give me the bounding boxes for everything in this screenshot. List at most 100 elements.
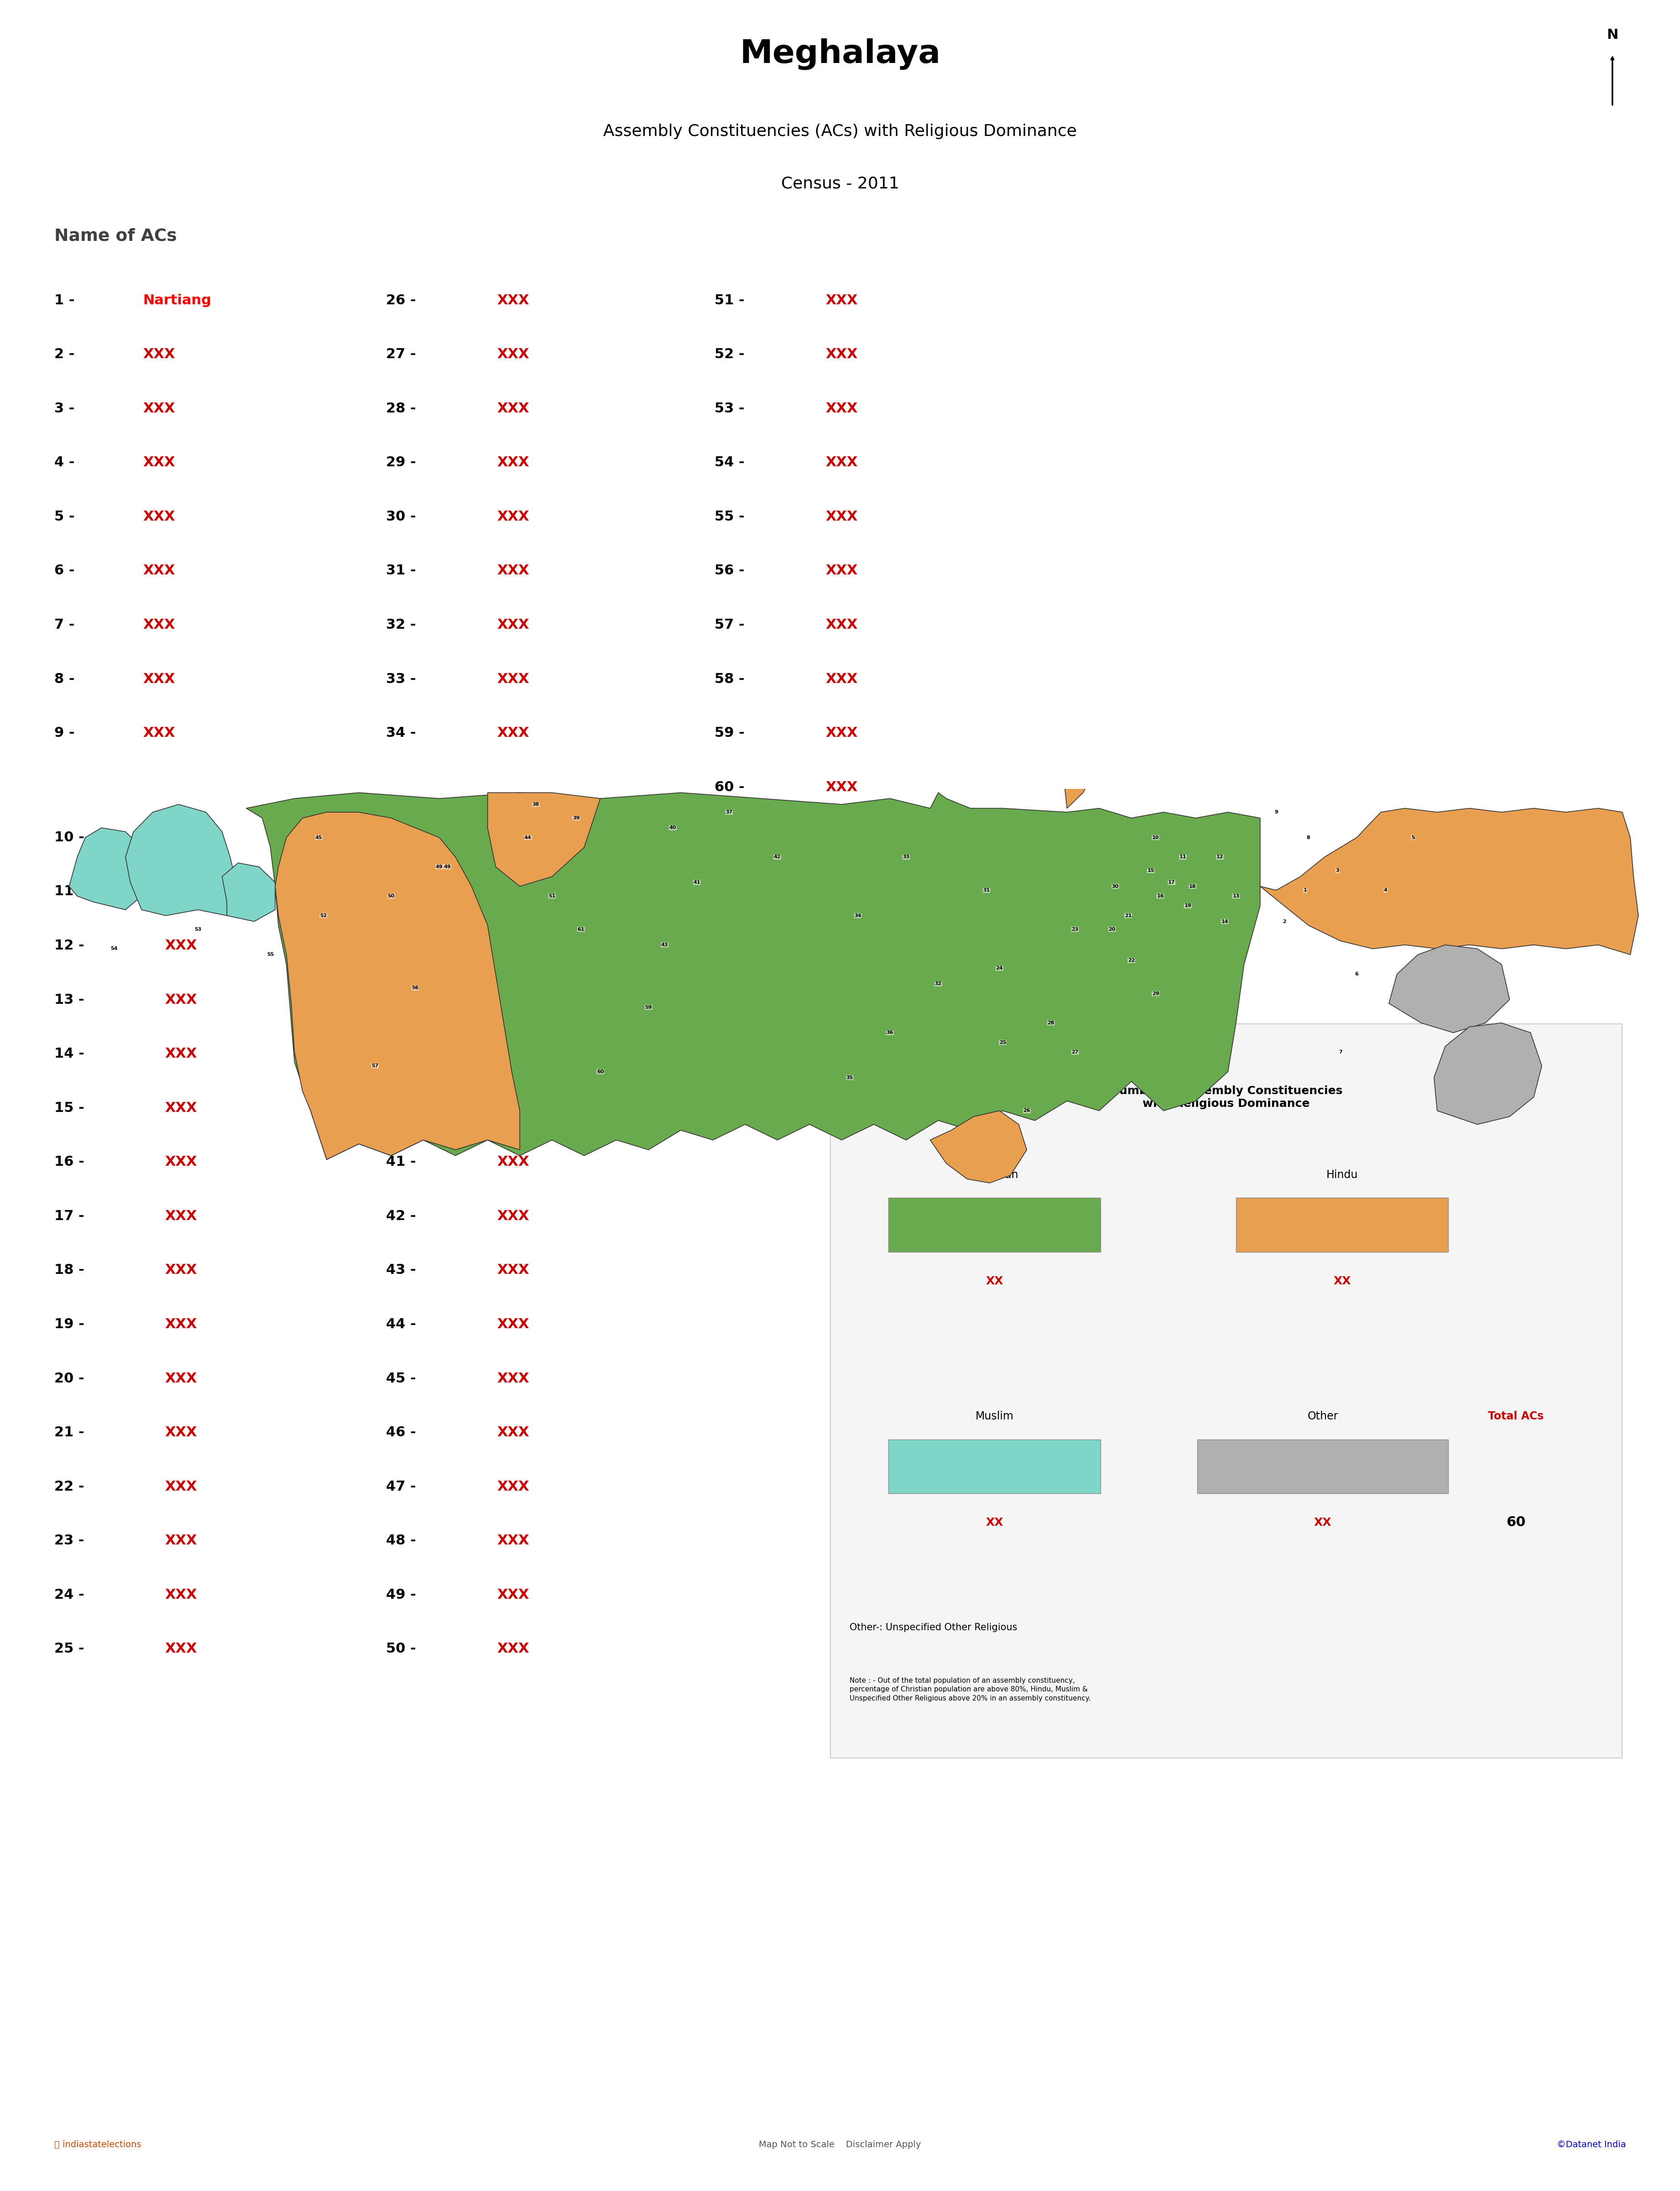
Text: XXX: XXX — [143, 456, 175, 469]
Text: 38 -: 38 - — [386, 993, 422, 1006]
Text: XXX: XXX — [165, 993, 197, 1006]
Text: XXX: XXX — [165, 1588, 197, 1602]
Text: XXX: XXX — [497, 993, 529, 1006]
Text: 34: 34 — [853, 914, 862, 918]
Text: 46 -: 46 - — [386, 1426, 422, 1439]
Text: XXX: XXX — [165, 1209, 197, 1223]
Text: XXX: XXX — [825, 511, 858, 524]
Text: 18 -: 18 - — [54, 1264, 89, 1277]
Text: Muslim: Muslim — [976, 1411, 1013, 1422]
Text: 49 -: 49 - — [386, 1588, 422, 1602]
Polygon shape — [247, 793, 1260, 1159]
Text: 6: 6 — [1354, 973, 1359, 977]
Text: 44: 44 — [524, 835, 531, 839]
Text: 1 -: 1 - — [54, 294, 79, 307]
Text: 14: 14 — [1221, 920, 1228, 925]
Text: 32: 32 — [934, 982, 942, 986]
Text: 39: 39 — [573, 815, 580, 819]
Text: 17: 17 — [1168, 881, 1174, 885]
Text: 51: 51 — [548, 894, 556, 898]
Text: XXX: XXX — [497, 1372, 529, 1385]
Text: 8 -: 8 - — [54, 673, 79, 686]
Text: 57 -: 57 - — [714, 618, 749, 631]
Text: 25: 25 — [1000, 1041, 1006, 1045]
Text: XXX: XXX — [165, 830, 197, 844]
Text: 12: 12 — [1216, 854, 1223, 859]
Text: 2: 2 — [1282, 920, 1287, 925]
Text: XXX: XXX — [825, 727, 858, 741]
Text: 44 -: 44 - — [386, 1317, 422, 1330]
Polygon shape — [931, 1111, 1026, 1183]
Text: 35: 35 — [847, 1076, 853, 1080]
Text: XXX: XXX — [143, 511, 175, 524]
Text: 45 -: 45 - — [386, 1372, 422, 1385]
Text: 61: 61 — [578, 927, 585, 931]
Text: 14 -: 14 - — [54, 1047, 89, 1060]
Text: 50 -: 50 - — [386, 1643, 422, 1656]
Text: 53: 53 — [195, 927, 202, 931]
Text: XXX: XXX — [825, 618, 858, 631]
Text: 48 -: 48 - — [386, 1534, 422, 1547]
Text: 13: 13 — [1233, 894, 1240, 898]
Text: XXX: XXX — [165, 1264, 197, 1277]
Text: XXX: XXX — [497, 401, 529, 414]
Text: XXX: XXX — [165, 1534, 197, 1547]
Text: 47: 47 — [106, 865, 113, 870]
Text: 40: 40 — [669, 826, 677, 830]
Text: 31 -: 31 - — [386, 563, 422, 578]
Text: XXX: XXX — [497, 1102, 529, 1115]
Text: 56: 56 — [412, 986, 418, 990]
Text: 43: 43 — [662, 942, 669, 947]
Text: 10 -: 10 - — [54, 830, 89, 844]
Text: 26 -: 26 - — [386, 294, 422, 307]
Text: XXX: XXX — [165, 1317, 197, 1330]
Text: 6 -: 6 - — [54, 563, 79, 578]
Text: 53 -: 53 - — [714, 401, 749, 414]
Text: 19: 19 — [1184, 903, 1191, 907]
Text: XXX: XXX — [165, 1155, 197, 1168]
Text: Number of Assembly Constituencies
with Religious Dominance: Number of Assembly Constituencies with R… — [1110, 1085, 1342, 1109]
Text: XXX: XXX — [497, 456, 529, 469]
Text: 48: 48 — [242, 901, 250, 905]
Text: 3: 3 — [1336, 868, 1339, 872]
Text: XXX: XXX — [165, 1426, 197, 1439]
Text: Other-: Unspecified Other Religious: Other-: Unspecified Other Religious — [850, 1624, 1018, 1632]
Text: XXX: XXX — [825, 348, 858, 362]
Polygon shape — [69, 828, 150, 909]
Text: Name of ACs: Name of ACs — [54, 228, 176, 245]
Text: 32 -: 32 - — [386, 618, 422, 631]
Text: 58 -: 58 - — [714, 673, 749, 686]
Text: 7: 7 — [1339, 1049, 1342, 1054]
Text: XXX: XXX — [825, 780, 858, 793]
Polygon shape — [276, 813, 519, 1159]
Bar — [1198, 1439, 1448, 1494]
Text: 26: 26 — [1023, 1109, 1030, 1113]
Text: 33 -: 33 - — [386, 673, 422, 686]
Text: 41: 41 — [694, 881, 701, 885]
Text: XXX: XXX — [497, 727, 529, 741]
Text: 55: 55 — [267, 953, 274, 957]
Text: Meghalaya: Meghalaya — [739, 37, 941, 70]
Bar — [889, 1198, 1100, 1251]
Text: XXX: XXX — [143, 348, 175, 362]
Text: XXX: XXX — [497, 673, 529, 686]
Text: 42 -: 42 - — [386, 1209, 422, 1223]
Bar — [1236, 1198, 1448, 1251]
Text: 28 -: 28 - — [386, 401, 422, 414]
Text: XXX: XXX — [165, 940, 197, 953]
Text: 41 -: 41 - — [386, 1155, 422, 1168]
Text: 60: 60 — [596, 1069, 603, 1074]
Text: XXX: XXX — [143, 563, 175, 578]
Text: 40 -: 40 - — [386, 1102, 422, 1115]
Text: Nartiang: Nartiang — [143, 294, 212, 307]
Text: 19 -: 19 - — [54, 1317, 89, 1330]
Text: 24 -: 24 - — [54, 1588, 89, 1602]
Text: 31: 31 — [983, 887, 990, 892]
Text: 5 -: 5 - — [54, 511, 79, 524]
Text: 2 -: 2 - — [54, 348, 79, 362]
Text: 15 -: 15 - — [54, 1102, 89, 1115]
Text: ⓘ indiastatelections: ⓘ indiastatelections — [54, 2141, 141, 2149]
Text: 12 -: 12 - — [54, 940, 89, 953]
Text: 4 -: 4 - — [54, 456, 79, 469]
Text: XXX: XXX — [497, 940, 529, 953]
